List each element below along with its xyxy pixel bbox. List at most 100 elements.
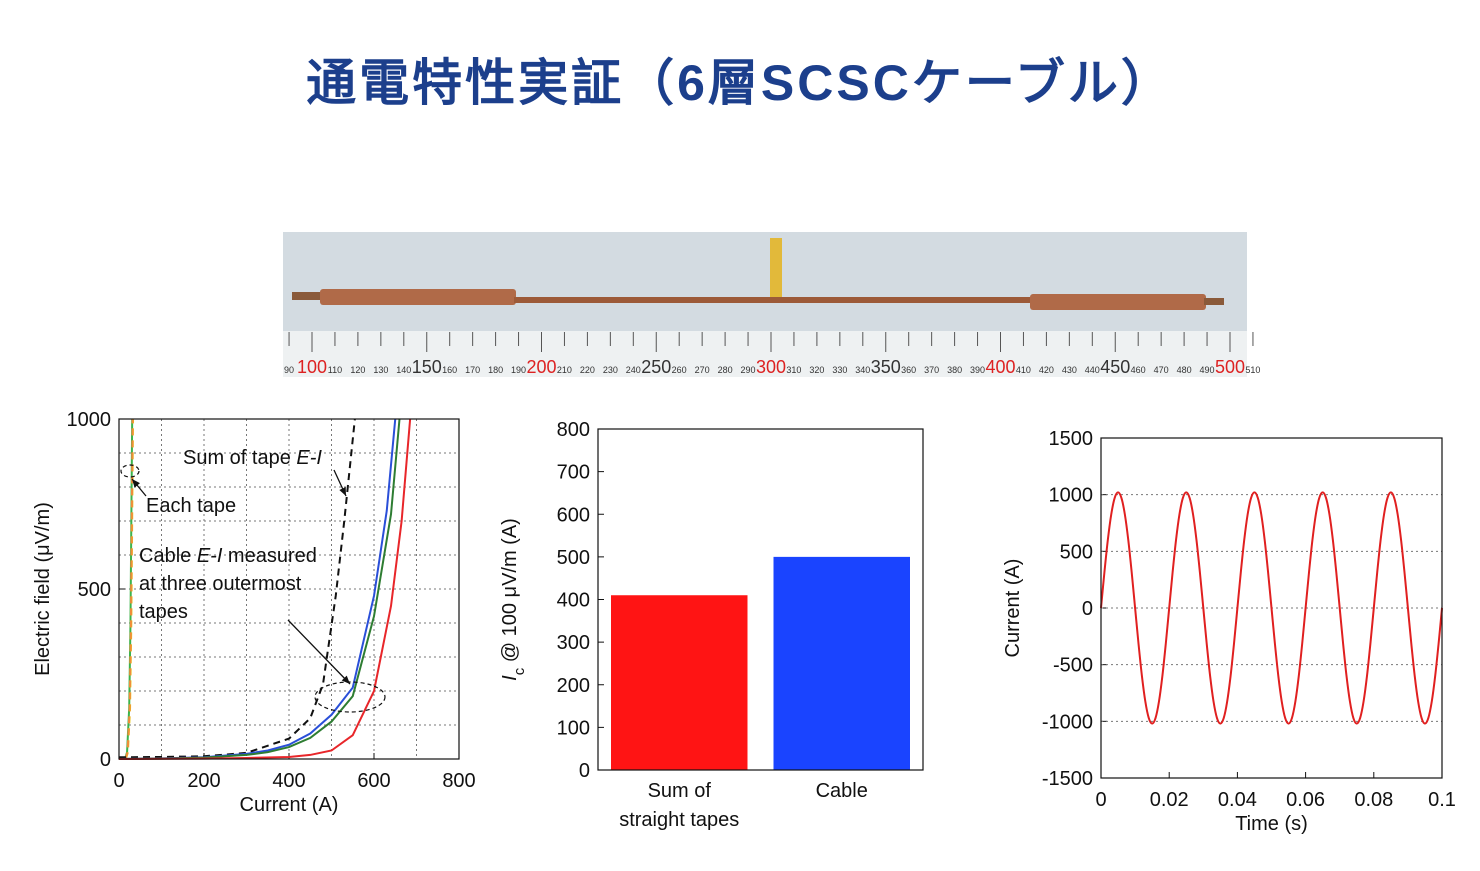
y-tick-label: 300	[557, 632, 590, 654]
ruler-label: 220	[580, 365, 595, 375]
x-tick-label-line: straight tapes	[619, 809, 739, 831]
cable-body	[514, 297, 1034, 303]
ruler-label: 240	[626, 365, 641, 375]
x-tick-label: 200	[187, 770, 220, 792]
annotation: Sum of tape E-I	[183, 447, 322, 469]
y-axis-label-part: @ 100 μV/m (A)	[499, 518, 521, 668]
x-tick-label: 0.04	[1218, 789, 1257, 811]
data-line	[124, 418, 134, 760]
y-axis-label: Ic @ 100 μV/m (A)	[499, 518, 528, 681]
ruler-label: 230	[603, 365, 618, 375]
y-tick-label: 0	[100, 749, 111, 771]
ruler-label: 140	[396, 365, 411, 375]
ruler-label: 320	[809, 365, 824, 375]
ruler	[283, 331, 1247, 377]
cable-end	[292, 292, 322, 300]
y-tick-label: 1500	[1049, 428, 1094, 450]
y-tick-label: -500	[1053, 655, 1093, 677]
x-tick-label: 800	[442, 770, 475, 792]
ruler-label: 350	[871, 357, 901, 377]
plot-frame	[118, 418, 460, 760]
x-tick-label: 0.02	[1150, 789, 1189, 811]
annotation: at three outermost	[139, 573, 302, 595]
annotation: tapes	[139, 601, 188, 623]
y-axis-label: Electric field (μV/m)	[32, 502, 54, 676]
arrow-head	[339, 487, 346, 496]
y-tick-label: 500	[1060, 541, 1093, 563]
cable-end	[1204, 298, 1224, 305]
bar	[773, 556, 910, 770]
y-tick-label: -1000	[1042, 711, 1093, 733]
y-axis-label-part: I	[499, 675, 521, 681]
annotation-part: at three outermost	[139, 573, 302, 595]
ruler-label: 270	[695, 365, 710, 375]
ruler-label: 410	[1016, 365, 1031, 375]
slide-title: 通電特性実証（6層SCSCケーブル）	[306, 55, 1174, 111]
ruler-label: 110	[328, 365, 342, 375]
ruler-label: 260	[672, 365, 687, 375]
ruler-label: 210	[557, 365, 572, 375]
y-tick-label: 800	[557, 419, 590, 441]
ruler-label: 480	[1177, 365, 1192, 375]
plot-frame	[1100, 437, 1443, 779]
ruler-label: 120	[350, 365, 365, 375]
y-tick-label: 100	[557, 717, 590, 739]
annotation-part: Each tape	[146, 495, 236, 517]
x-tick-label-line: Cable	[816, 780, 868, 802]
x-tick-label: 0.06	[1286, 789, 1325, 811]
ruler-label: 130	[373, 365, 388, 375]
ruler-label: 150	[412, 357, 442, 377]
callout-arrow	[287, 619, 351, 685]
ruler-label: 390	[970, 365, 985, 375]
ruler-label: 420	[1039, 365, 1054, 375]
x-tick-label: Cable	[816, 780, 868, 802]
ruler-label: 370	[924, 365, 939, 375]
callout-ellipse	[314, 681, 386, 713]
annotation: Cable E-I measured	[139, 545, 317, 567]
x-axis-label: Time (s)	[1235, 813, 1308, 835]
y-tick-label: 1000	[67, 409, 112, 431]
bar	[611, 595, 748, 770]
cable-terminal	[1030, 294, 1206, 310]
ruler-label: 430	[1062, 365, 1077, 375]
y-tick-label: 1000	[1049, 485, 1094, 507]
ruler-label: 460	[1131, 365, 1146, 375]
y-tick-label: 500	[557, 547, 590, 569]
y-axis-label: Current (A)	[1002, 559, 1024, 658]
y-tick-label: 700	[557, 462, 590, 484]
x-tick-label: 0.08	[1354, 789, 1393, 811]
x-tick-label: 0	[1095, 789, 1106, 811]
ruler-label: 250	[641, 357, 671, 377]
cable-terminal	[320, 289, 516, 305]
x-tick-label-line: Sum of	[648, 780, 712, 802]
arrow-head	[132, 479, 140, 488]
ruler-label: 100	[297, 357, 327, 377]
ruler-label: 280	[718, 365, 733, 375]
cable-photo	[283, 232, 1247, 377]
x-tick-label: 400	[272, 770, 305, 792]
y-tick-label: 0	[579, 760, 590, 782]
annotation-part: tapes	[139, 601, 188, 623]
ruler-label: 490	[1200, 365, 1215, 375]
annotation-part: Cable	[139, 545, 197, 567]
ruler-label: 400	[985, 357, 1015, 377]
ruler-label: 290	[741, 365, 756, 375]
y-tick-label: 600	[557, 504, 590, 526]
ruler-label: 180	[488, 365, 503, 375]
ruler-label: 380	[947, 365, 962, 375]
ruler-label: 190	[511, 365, 526, 375]
ruler-label: 330	[832, 365, 847, 375]
arrow-head	[341, 675, 350, 684]
annotation-part: Sum of tape	[183, 447, 296, 469]
y-axis-label-part: c	[511, 667, 528, 675]
ruler-label: 160	[442, 365, 457, 375]
annotation-part: E-I	[197, 545, 223, 567]
ruler-label: 440	[1085, 365, 1100, 375]
annotation-part: measured	[222, 545, 317, 567]
callout-ellipse	[120, 464, 140, 478]
ruler-label: 470	[1154, 365, 1169, 375]
ruler-label: 90	[284, 365, 294, 375]
annotation-part: E-I	[296, 447, 322, 469]
x-tick-label: 0	[113, 770, 124, 792]
